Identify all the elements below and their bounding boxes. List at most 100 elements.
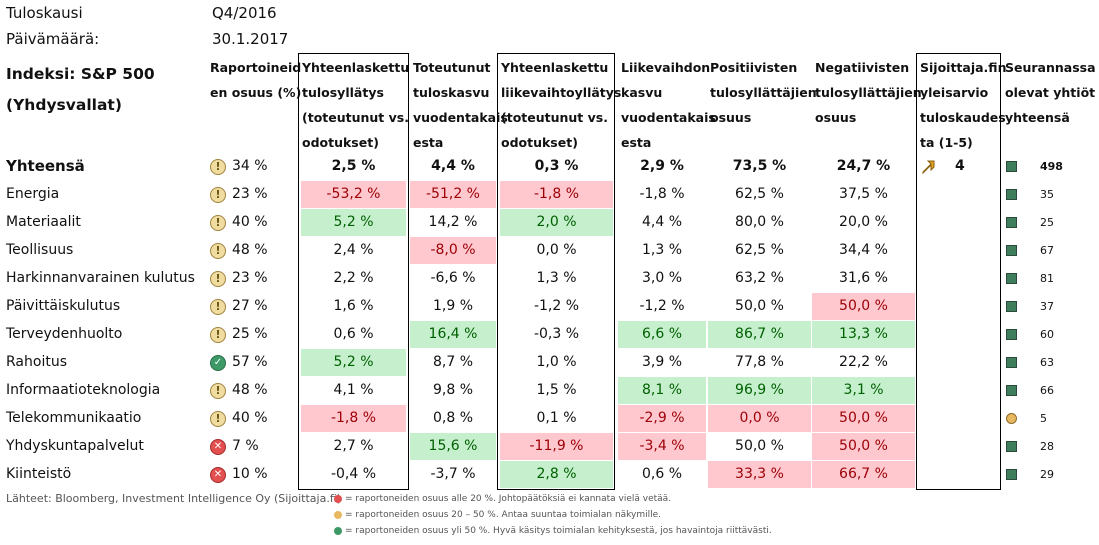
positive-share-cell: 33,3 % xyxy=(708,461,811,488)
warning-status-icon xyxy=(210,327,226,343)
reported-share-cell: 27 % xyxy=(232,298,268,314)
negative-share-cell: 50,0 % xyxy=(812,405,915,432)
earnings-surprise-cell: 2,7 % xyxy=(333,438,374,454)
sector-row: Informaatioteknologia 48 % 4,1 % 9,8 % 1,5 %… xyxy=(0,377,1099,405)
sector-name: Materiaalit xyxy=(6,214,81,230)
earnings-surprise-cell: 2,4 % xyxy=(333,242,374,258)
earnings-growth-cell: 9,8 % xyxy=(432,382,474,398)
sector-name: Päivittäiskulutus xyxy=(6,298,121,314)
legend-text: = raportoneiden osuus yli 50 %. Hyvä käs… xyxy=(345,526,772,536)
period-value: Q4/2016 xyxy=(212,4,277,22)
negative-share-header-line: Negatiivisten xyxy=(815,60,910,75)
revenue-growth-header-line: kasvu xyxy=(621,85,663,100)
sector-name: Energia xyxy=(6,186,60,202)
earnings-surprise-cell: -1,8 % xyxy=(301,405,406,432)
company-count: 498 xyxy=(1040,160,1063,173)
company-count: 67 xyxy=(1040,244,1054,257)
negative-share-cell: 20,0 % xyxy=(839,214,888,230)
earnings-growth-cell: -3,7 % xyxy=(430,466,476,482)
revenue-growth-header-line: esta xyxy=(621,135,652,150)
negative-share-cell: 13,3 % xyxy=(812,321,915,348)
warning-status-icon xyxy=(210,159,226,175)
legend-dot-icon xyxy=(334,526,342,535)
revenue-surprise-cell: 1,3 % xyxy=(536,270,577,286)
legend-dot-icon xyxy=(334,494,342,503)
reported-share-cell: 23 % xyxy=(232,186,268,202)
revenue-growth-cell: 2,9 % xyxy=(640,158,684,174)
sector-name: Rahoitus xyxy=(6,354,67,370)
revenue-growth-cell: -2,9 % xyxy=(618,405,706,432)
revenue-surprise-cell: 2,0 % xyxy=(500,209,613,236)
company-count: 60 xyxy=(1040,328,1054,341)
sector-name: Terveydenhuolto xyxy=(6,326,123,342)
negative-share-header: Negatiivisten tulosyllättäjien osuus xyxy=(815,55,922,130)
sector-row: Materiaalit 40 % 5,2 % 14,2 % 2,0 % 4,4 % 80,0… xyxy=(0,209,1099,237)
earnings-surprise-header-line: Yhteenlaskettu xyxy=(302,60,410,75)
revenue-growth-cell: 1,3 % xyxy=(641,242,683,258)
negative-share-cell: 37,5 % xyxy=(839,186,888,202)
sector-name: Yhdyskuntapalvelut xyxy=(6,438,144,454)
sector-row: Yhdyskuntapalvelut 7 % 2,7 % 15,6 %-11,9 %-… xyxy=(0,433,1099,461)
legend-text: = raportoneiden osuus alle 20 %. Johtopä… xyxy=(345,494,672,504)
earnings-surprise-cell: 5,2 % xyxy=(301,349,406,376)
revenue-surprise-cell: -1,2 % xyxy=(533,298,580,314)
earnings-growth-cell: 14,2 % xyxy=(428,214,478,230)
warning-status-icon xyxy=(210,187,226,203)
earnings-growth-cell: -51,2 % xyxy=(410,181,496,208)
revenue-growth-cell: 4,4 % xyxy=(641,214,683,230)
company-count: 28 xyxy=(1040,440,1054,453)
reported-share-cell: 23 % xyxy=(232,270,268,286)
company-count: 35 xyxy=(1040,188,1054,201)
sector-row: Terveydenhuolto 25 % 0,6 % 16,4 % -0,3 % 6,6 … xyxy=(0,321,1099,349)
sector-row: Harkinnanvarainen kulutus 23 % 2,2 % -6,6 %… xyxy=(0,265,1099,293)
earnings-surprise-header: Yhteenlaskettu tulosyllätys (toteutunut vs… xyxy=(302,55,409,155)
outlook-arrow-icon xyxy=(921,159,937,175)
outlook-header: Sijoittaja.fin yleisarvio tuloskaudes ta (1… xyxy=(920,55,1006,155)
date-value: 30.1.2017 xyxy=(212,30,289,48)
index-header: Indeksi: S&P 500 (Yhdysvallat) xyxy=(6,59,155,121)
positive-share-cell: 50,0 % xyxy=(735,438,784,454)
positive-share-header-line: osuus xyxy=(710,110,752,125)
earnings-growth-cell: -6,6 % xyxy=(430,270,476,286)
revenue-growth-cell: 6,6 % xyxy=(618,321,706,348)
revenue-surprise-cell: 0,3 % xyxy=(534,158,579,174)
warning-status-icon xyxy=(210,299,226,315)
reported-share-cell: 34 % xyxy=(232,158,268,174)
earnings-growth-cell: 1,9 % xyxy=(432,298,474,314)
sector-row: Telekommunikaatio 40 % -1,8 % 0,8 % 0,1 % -2,… xyxy=(0,405,1099,433)
revenue-surprise-header: Yhteenlaskettu liikevaihtoyllätys (toteutu… xyxy=(501,55,621,155)
sector-row: Päivittäiskulutus 27 % 1,6 % 1,9 % -1,2 % -1,… xyxy=(0,293,1099,321)
company-count-header-line: yhteensä xyxy=(1005,110,1070,125)
warning-status-icon xyxy=(210,243,226,259)
revenue-growth-header: Liikevaihdon kasvu vuodentakais esta xyxy=(621,55,716,155)
company-count: 25 xyxy=(1040,216,1054,229)
earnings-surprise-header-line: odotukset) xyxy=(302,135,379,150)
company-count: 29 xyxy=(1040,468,1054,481)
earnings-growth-header: Toteutunut tuloskasvu vuodentakais esta xyxy=(413,55,508,155)
negative-share-cell: 31,6 % xyxy=(839,270,888,286)
positive-share-cell: 80,0 % xyxy=(735,214,784,230)
positive-share-cell: 73,5 % xyxy=(732,158,787,174)
earnings-growth-cell: 16,4 % xyxy=(410,321,496,348)
earnings-surprise-cell: -53,2 % xyxy=(301,181,406,208)
index-header-line1: Indeksi: S&P 500 xyxy=(6,65,155,83)
coverage-marker-icon xyxy=(1006,217,1017,228)
revenue-growth-cell: 0,6 % xyxy=(641,466,683,482)
positive-share-header-line: Positiivisten xyxy=(710,60,798,75)
earnings-surprise-cell: -0,4 % xyxy=(330,466,377,482)
cross-status-icon xyxy=(210,467,226,483)
earnings-growth-header-line: vuodentakais xyxy=(413,110,508,125)
reported-share-cell: 25 % xyxy=(232,326,268,342)
legend-item: = raportoneiden osuus yli 50 %. Hyvä käs… xyxy=(334,525,772,538)
earnings-surprise-cell: 0,6 % xyxy=(333,326,374,342)
coverage-marker-icon xyxy=(1006,469,1017,480)
earnings-surprise-cell: 2,2 % xyxy=(333,270,374,286)
reported-share-cell: 48 % xyxy=(232,242,268,258)
earnings-growth-header-line: esta xyxy=(413,135,444,150)
reported-header-line: Raportoineid xyxy=(210,60,302,75)
reported-share-cell: 40 % xyxy=(232,410,268,426)
legend-dot-icon xyxy=(334,510,342,519)
sector-row: Rahoitus 57 % 5,2 % 8,7 % 1,0 % 3,9 % 77,8 % 22… xyxy=(0,349,1099,377)
reported-share-cell: 40 % xyxy=(232,214,268,230)
positive-share-cell: 96,9 % xyxy=(708,377,811,404)
